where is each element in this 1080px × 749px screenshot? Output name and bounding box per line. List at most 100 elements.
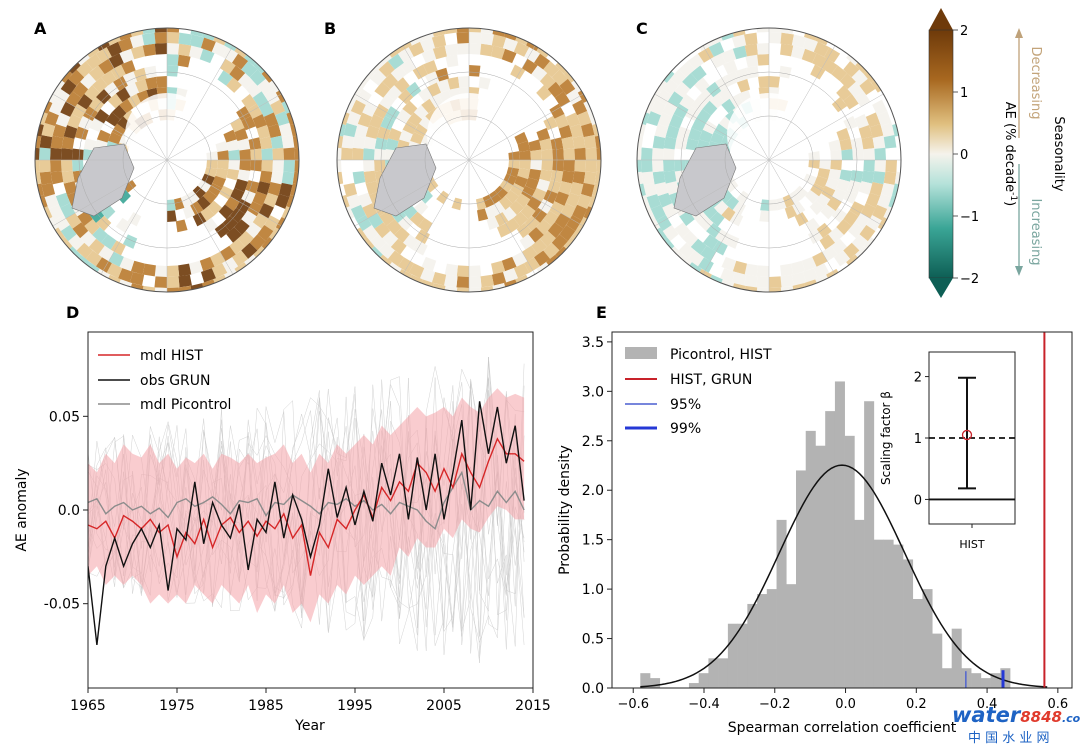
map-cell <box>367 213 384 229</box>
meridian-line <box>354 93 470 161</box>
polar-map-c <box>636 27 902 293</box>
map-cell <box>142 32 156 46</box>
map-cell <box>263 112 279 128</box>
map-cell <box>443 28 458 35</box>
meridian-line <box>166 93 282 161</box>
map-cell <box>408 41 425 57</box>
map-cell <box>758 76 769 88</box>
map-cell <box>41 182 56 198</box>
map-cell <box>854 213 871 229</box>
map-cell <box>854 91 871 107</box>
map-cell <box>100 70 117 86</box>
map-cell <box>524 215 541 232</box>
map-cell <box>94 108 110 124</box>
map-cell <box>583 135 597 149</box>
map-cell <box>836 219 852 235</box>
map-cell <box>72 81 89 98</box>
map-cell <box>682 230 699 247</box>
map-cell <box>115 217 131 233</box>
map-cell <box>698 129 713 143</box>
map-cell <box>657 192 673 208</box>
histogram-bar <box>825 411 836 688</box>
map-cell <box>144 65 157 79</box>
map-cell <box>252 191 268 206</box>
map-cell <box>508 151 520 160</box>
map-cell <box>376 126 391 140</box>
map-cell <box>715 229 730 245</box>
map-cell <box>717 87 733 103</box>
map-cell <box>682 73 699 90</box>
map-cell <box>721 256 737 272</box>
map-cell <box>559 225 576 242</box>
map-cell <box>880 122 895 138</box>
map-cell <box>530 160 542 171</box>
map-cell <box>50 135 64 149</box>
map-cell <box>217 160 229 170</box>
map-cell <box>519 150 531 160</box>
map-cell <box>789 190 802 205</box>
histogram-bar <box>766 589 777 688</box>
map-cell <box>436 78 451 93</box>
map-cell <box>61 170 75 184</box>
legend-label-95: 95% <box>670 397 701 413</box>
map-cell <box>352 147 364 160</box>
map-cell <box>456 276 469 288</box>
map-cell <box>431 271 447 286</box>
map-cell <box>167 199 176 211</box>
map-cell <box>390 238 407 255</box>
map-cell <box>543 210 559 227</box>
map-cell <box>173 197 185 211</box>
map-cell <box>469 32 482 44</box>
map-cell <box>756 276 769 288</box>
meridian-line <box>100 159 168 275</box>
map-cell <box>402 204 418 220</box>
map-cell <box>510 183 525 197</box>
map-cell <box>554 114 570 129</box>
map-cell <box>687 53 704 70</box>
map-cell <box>512 251 528 267</box>
map-cell <box>872 99 888 116</box>
map-cell <box>594 134 601 149</box>
map-cell <box>458 76 469 88</box>
map-cell <box>196 196 211 211</box>
map-cell <box>657 112 673 128</box>
map-cell <box>469 265 482 277</box>
map-cell <box>847 222 864 239</box>
map-cell <box>400 58 416 75</box>
map-cell <box>808 151 820 160</box>
map-cell <box>252 91 269 107</box>
map-cell <box>469 43 482 55</box>
map-cell <box>272 160 284 173</box>
map-cell <box>223 129 238 143</box>
histogram-bar <box>854 519 865 688</box>
map-cell <box>35 134 42 149</box>
map-cell <box>104 81 120 98</box>
map-cell <box>489 190 502 205</box>
map-cell <box>775 197 787 211</box>
map-cell <box>872 135 886 149</box>
map-cell <box>352 171 366 185</box>
map-cell <box>108 53 124 69</box>
map-cell <box>130 45 145 60</box>
map-cell <box>445 54 459 68</box>
map-cell <box>709 93 725 109</box>
map-cell <box>443 285 458 292</box>
map-cell <box>784 205 798 219</box>
map-cell <box>769 199 778 211</box>
x-tick-label: −0.4 <box>688 697 720 712</box>
map-cell <box>841 149 853 160</box>
map-cell <box>769 287 782 292</box>
map-cell <box>217 150 229 160</box>
histogram-bar <box>980 678 991 688</box>
map-cell <box>654 182 669 197</box>
map-cell <box>206 151 218 160</box>
map-cell <box>650 99 666 116</box>
map-cell <box>501 48 517 64</box>
map-cell <box>492 201 506 216</box>
map-cell <box>167 32 180 44</box>
map-cell <box>108 131 122 145</box>
map-cell <box>491 260 506 275</box>
map-cell <box>54 88 70 105</box>
map-cell <box>234 219 250 235</box>
